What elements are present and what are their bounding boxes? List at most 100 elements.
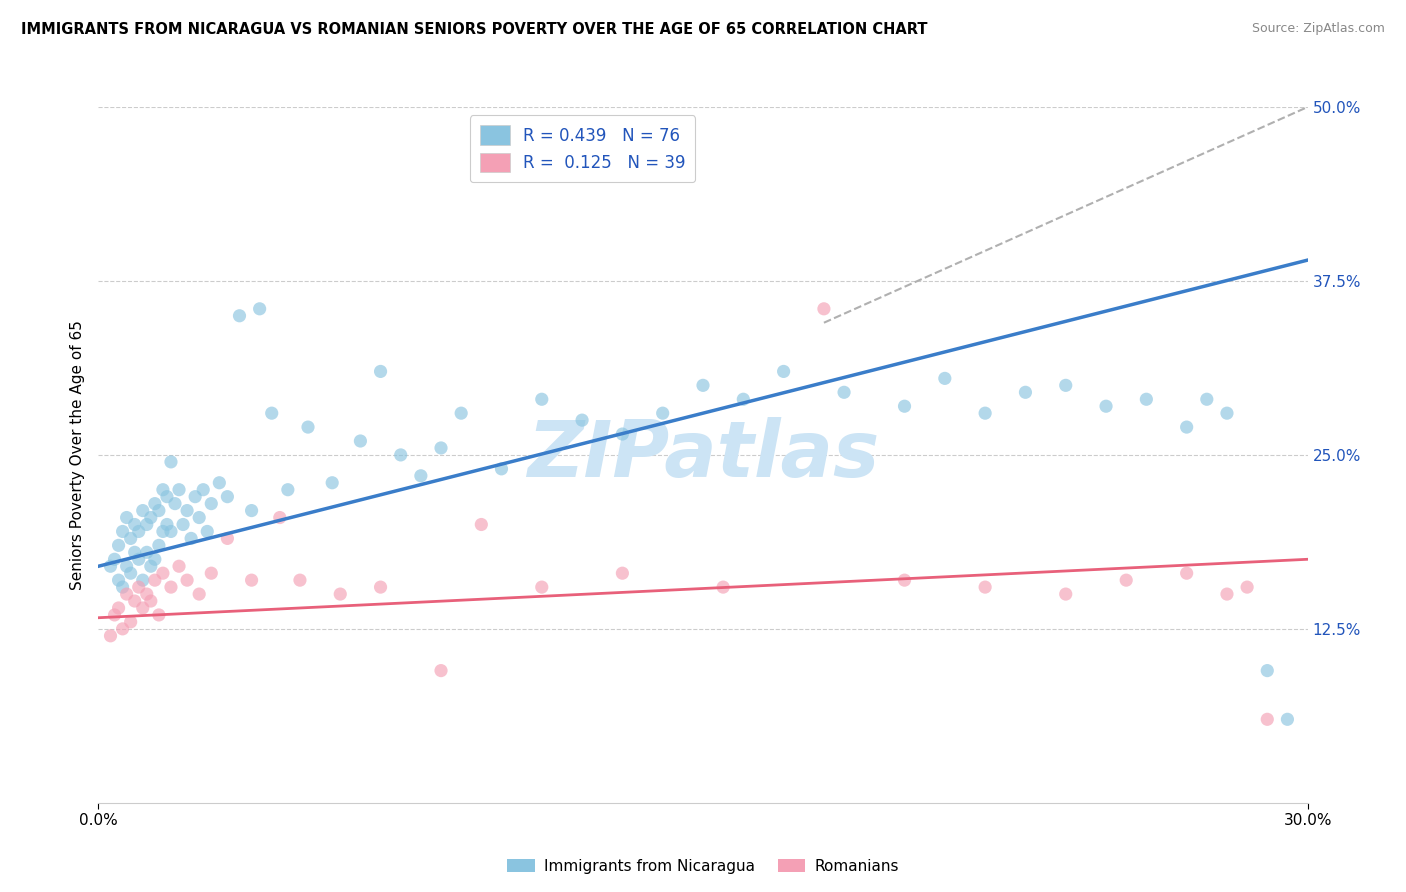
Point: [111, 580, 134, 594]
Point: [651, 406, 673, 420]
Point: [711, 580, 734, 594]
Point: [148, 503, 170, 517]
Point: [1216, 406, 1239, 420]
Point: [409, 468, 432, 483]
Point: [832, 385, 855, 400]
Point: [167, 559, 190, 574]
Point: [240, 573, 263, 587]
Point: [1095, 399, 1118, 413]
Point: [240, 503, 263, 517]
Point: [160, 524, 183, 539]
Point: [139, 510, 162, 524]
Point: [1054, 378, 1077, 392]
Point: [103, 552, 125, 566]
Point: [1256, 664, 1278, 678]
Point: [111, 524, 134, 539]
Point: [152, 566, 174, 581]
Legend: Immigrants from Nicaragua, Romanians: Immigrants from Nicaragua, Romanians: [501, 853, 905, 880]
Point: [176, 573, 198, 587]
Point: [530, 580, 553, 594]
Point: [612, 566, 634, 581]
Point: [156, 490, 179, 504]
Point: [135, 517, 157, 532]
Point: [100, 629, 122, 643]
Point: [160, 580, 183, 594]
Point: [370, 580, 392, 594]
Point: [172, 517, 194, 532]
Point: [184, 490, 207, 504]
Point: [692, 378, 714, 392]
Point: [135, 545, 157, 559]
Point: [430, 441, 453, 455]
Point: [200, 497, 222, 511]
Point: [143, 573, 166, 587]
Point: [115, 510, 138, 524]
Point: [139, 559, 162, 574]
Point: [200, 566, 222, 581]
Point: [612, 427, 634, 442]
Point: [107, 538, 129, 552]
Point: [180, 532, 202, 546]
Point: [893, 399, 915, 413]
Point: [1175, 420, 1198, 434]
Legend: R = 0.439   N = 76, R =  0.125   N = 39: R = 0.439 N = 76, R = 0.125 N = 39: [470, 115, 696, 182]
Point: [1277, 712, 1299, 726]
Point: [120, 532, 142, 546]
Point: [772, 364, 794, 378]
Point: [217, 490, 239, 504]
Point: [208, 475, 231, 490]
Point: [132, 573, 155, 587]
Point: [430, 664, 453, 678]
Point: [370, 364, 392, 378]
Point: [1135, 392, 1157, 407]
Point: [107, 573, 129, 587]
Point: [160, 455, 183, 469]
Point: [1115, 573, 1137, 587]
Point: [107, 601, 129, 615]
Point: [195, 524, 218, 539]
Point: [156, 517, 179, 532]
Point: [1175, 566, 1198, 581]
Point: [217, 532, 239, 546]
Point: [124, 545, 146, 559]
Point: [193, 483, 215, 497]
Y-axis label: Seniors Poverty Over the Age of 65: Seniors Poverty Over the Age of 65: [69, 320, 84, 590]
Point: [269, 510, 291, 524]
Point: [934, 371, 956, 385]
Point: [733, 392, 755, 407]
Point: [132, 601, 155, 615]
Point: [167, 483, 190, 497]
Point: [143, 497, 166, 511]
Point: [128, 580, 150, 594]
Point: [329, 587, 352, 601]
Point: [530, 392, 553, 407]
Point: [152, 483, 174, 497]
Point: [491, 462, 513, 476]
Point: [120, 566, 142, 581]
Point: [571, 413, 593, 427]
Point: [813, 301, 835, 316]
Point: [148, 538, 170, 552]
Point: [128, 552, 150, 566]
Point: [120, 615, 142, 629]
Point: [1256, 712, 1278, 726]
Point: [124, 594, 146, 608]
Point: [124, 517, 146, 532]
Text: IMMIGRANTS FROM NICARAGUA VS ROMANIAN SENIORS POVERTY OVER THE AGE OF 65 CORRELA: IMMIGRANTS FROM NICARAGUA VS ROMANIAN SE…: [21, 22, 928, 37]
Point: [974, 580, 997, 594]
Point: [288, 573, 311, 587]
Point: [1014, 385, 1036, 400]
Point: [1195, 392, 1218, 407]
Point: [470, 517, 492, 532]
Point: [163, 497, 186, 511]
Point: [389, 448, 412, 462]
Point: [128, 524, 150, 539]
Point: [143, 552, 166, 566]
Point: [228, 309, 250, 323]
Point: [115, 559, 138, 574]
Point: [111, 622, 134, 636]
Point: [1216, 587, 1239, 601]
Point: [152, 524, 174, 539]
Point: [103, 607, 125, 622]
Point: [1236, 580, 1258, 594]
